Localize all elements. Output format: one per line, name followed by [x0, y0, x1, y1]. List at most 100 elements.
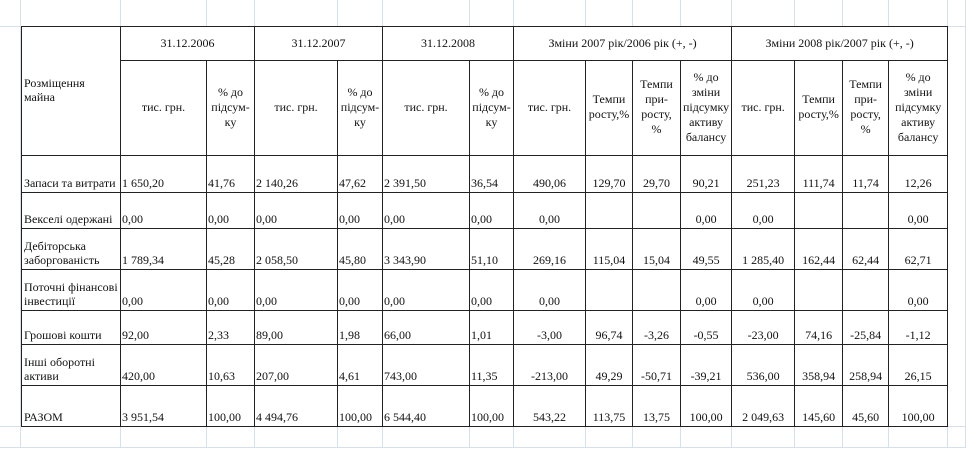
table-cell	[794, 192, 844, 229]
table-cell: 543,22	[513, 385, 586, 427]
column-header: тис. грн.	[513, 60, 586, 156]
table-row: Дебіторська заборгованість 1 789,34 45,28 2…	[21, 228, 949, 270]
table-cell: 251,23	[731, 155, 796, 193]
column-header: % до підсум-ку	[337, 60, 383, 156]
table-cell: 1,98	[337, 310, 383, 345]
table-cell: -39,21	[679, 344, 733, 386]
table-cell: -3,26	[632, 310, 681, 345]
table-cell: 100,00	[679, 385, 733, 427]
table-cell: 12,26	[888, 155, 949, 193]
table-cell: 0,00	[382, 269, 470, 311]
table-cell: 111,74	[794, 155, 844, 193]
table-cell: 0,00	[337, 192, 383, 229]
table-cell: -0,55	[679, 310, 733, 345]
table-cell: 0,00	[254, 192, 338, 229]
column-header: тис. грн.	[382, 60, 470, 156]
group-header: 31.12.2006	[120, 26, 255, 61]
table-cell: 269,16	[513, 228, 586, 270]
table-cell	[632, 269, 681, 311]
table-cell: 1 650,20	[120, 155, 207, 193]
table-cell: 420,00	[120, 344, 207, 386]
table-row: Запаси та витрати 1 650,20 41,76 2 140,26 47…	[21, 155, 949, 193]
table-cell: 36,54	[469, 155, 514, 193]
table-cell: 92,00	[120, 310, 207, 345]
group-header: Зміни 2008 рік/2007 рік (+, -)	[731, 26, 949, 61]
table-cell: 11,74	[842, 155, 890, 193]
table-cell: 2 391,50	[382, 155, 470, 193]
table-cell: 100,00	[206, 385, 255, 427]
table-cell: 47,62	[337, 155, 383, 193]
table-cell: 1,01	[469, 310, 514, 345]
table-cell: 1 285,40	[731, 228, 796, 270]
table-cell: 89,00	[254, 310, 338, 345]
row-label: Дебіторська заборгованість	[21, 228, 121, 270]
table-cell: 13,75	[632, 385, 681, 427]
table-cell: 6 544,40	[382, 385, 470, 427]
table-cell: 11,35	[469, 344, 514, 386]
table-cell: -213,00	[513, 344, 586, 386]
table-cell: 162,44	[794, 228, 844, 270]
table-cell: 3 343,90	[382, 228, 470, 270]
table-cell: -25,84	[842, 310, 890, 345]
table-cell	[842, 192, 890, 229]
column-header: Темпи росту,%	[585, 60, 633, 156]
table-cell: 490,06	[513, 155, 586, 193]
table-cell: 536,00	[731, 344, 796, 386]
table-cell: 0,00	[120, 269, 207, 311]
table-cell: 100,00	[469, 385, 514, 427]
table-cell: 0,00	[731, 269, 796, 311]
table-cell: -23,00	[731, 310, 796, 345]
table-cell: 0,00	[888, 192, 949, 229]
table-cell: 45,28	[206, 228, 255, 270]
table-cell: 41,76	[206, 155, 255, 193]
table-cell: 0,00	[679, 192, 733, 229]
row-label: РАЗОМ	[21, 385, 121, 427]
table-cell	[794, 269, 844, 311]
table-cell: 66,00	[382, 310, 470, 345]
column-header: Темпи росту,%	[794, 60, 844, 156]
table-cell: 2 058,50	[254, 228, 338, 270]
table-cell: 4,61	[337, 344, 383, 386]
column-header: % до зміни підсумку активу балансу	[679, 60, 733, 156]
table-row: Поточні фінансові інвестиції 0,00 0,00 0,00…	[21, 269, 949, 311]
table-cell: 0,00	[120, 192, 207, 229]
asset-placement-table: Розміщення майна 31.12.2006 31.12.2007 31.1…	[21, 26, 949, 427]
table-cell: 26,15	[888, 344, 949, 386]
gridline	[20, 0, 21, 448]
table-cell: 2 140,26	[254, 155, 338, 193]
row-label: Грошові кошти	[21, 310, 121, 345]
group-header: 31.12.2008	[382, 26, 514, 61]
group-header: Зміни 2007 рік/2006 рік (+, -)	[512, 26, 733, 61]
table-cell: 0,00	[731, 192, 796, 229]
table-cell: 129,70	[585, 155, 633, 193]
table-cell: 2 049,63	[731, 385, 796, 427]
table-cell: 15,04	[632, 228, 681, 270]
table-cell: 0,00	[254, 269, 338, 311]
table-cell: 45,80	[337, 228, 383, 270]
header-row: Розміщення майна 31.12.2006 31.12.2007 31.1…	[21, 26, 949, 156]
column-header: Темпи при-росту, %	[842, 60, 890, 156]
row-label: Запаси та витрати	[21, 155, 121, 193]
table-cell: -3,00	[513, 310, 586, 345]
column-header: % до підсум-ку	[206, 60, 255, 156]
table-cell	[585, 192, 633, 229]
table-cell: 51,10	[469, 228, 514, 270]
table-row: РАЗОМ 3 951,54 100,00 4 494,76 100,00 6 544,4…	[21, 385, 949, 427]
table-row: Інші оборотні активи 420,00 10,63 207,00 4,6…	[21, 344, 949, 386]
table-row: Векселі одержані 0,00 0,00 0,00 0,00 0,00 0,00…	[21, 192, 949, 229]
table-cell: -1,12	[888, 310, 949, 345]
table-cell: 4 494,76	[254, 385, 338, 427]
row-label: Векселі одержані	[21, 192, 121, 229]
table-cell: -50,71	[632, 344, 681, 386]
column-header: % до підсум-ку	[469, 60, 514, 156]
table-cell: 90,21	[679, 155, 733, 193]
row-label: Поточні фінансові інвестиції	[21, 269, 121, 311]
table-cell: 100,00	[337, 385, 383, 427]
table-cell: 96,74	[585, 310, 633, 345]
column-header: тис. грн.	[120, 60, 207, 156]
table-cell: 49,55	[679, 228, 733, 270]
gridline	[0, 447, 966, 448]
table-cell: 49,29	[585, 344, 633, 386]
table-cell	[632, 192, 681, 229]
table-cell: 145,60	[794, 385, 844, 427]
